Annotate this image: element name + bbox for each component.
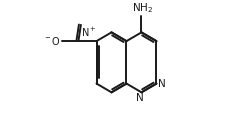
Text: N: N <box>157 79 165 89</box>
Text: $^-$O: $^-$O <box>43 35 61 47</box>
Text: N: N <box>136 93 143 103</box>
Text: N$^+$: N$^+$ <box>81 26 96 39</box>
Text: NH$_2$: NH$_2$ <box>131 1 152 15</box>
